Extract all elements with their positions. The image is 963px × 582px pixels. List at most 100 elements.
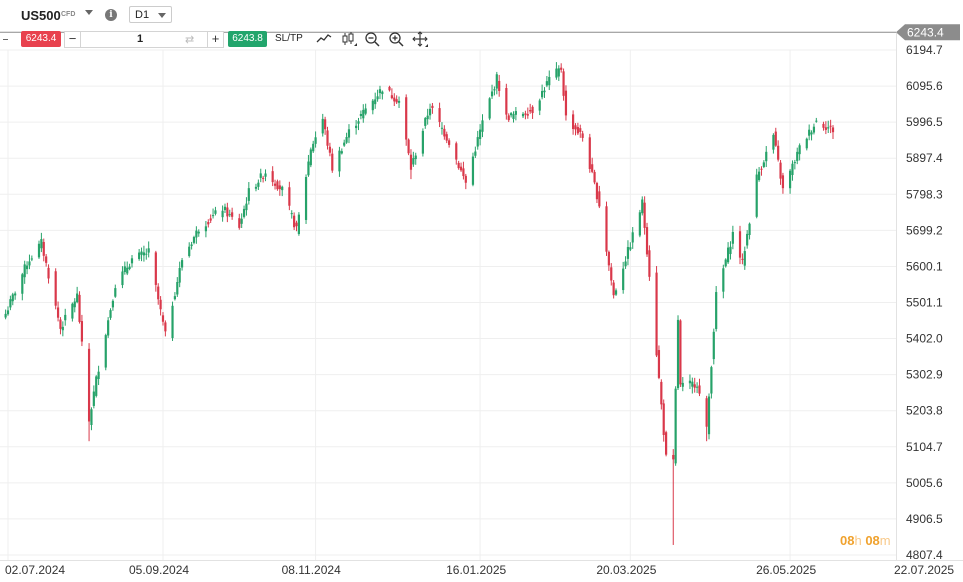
candle-body	[660, 381, 663, 405]
candlestick-icon[interactable]	[340, 30, 358, 48]
candle-body	[688, 380, 692, 384]
candle	[645, 222, 649, 257]
chevron-down-icon	[158, 13, 166, 18]
chevron-down-icon[interactable]	[85, 10, 93, 15]
candle-body	[71, 303, 74, 319]
move-icon[interactable]	[411, 30, 429, 48]
candle-body	[612, 282, 615, 296]
candle	[662, 399, 665, 442]
candle-body	[760, 168, 763, 170]
candle	[71, 302, 74, 322]
increase-quantity-button[interactable]: +	[207, 32, 223, 47]
candle	[426, 108, 429, 125]
candle-body	[145, 253, 148, 255]
zoom-in-icon[interactable]	[387, 30, 405, 48]
candle-body	[681, 382, 684, 387]
candle	[76, 286, 79, 304]
candle	[293, 212, 296, 231]
candle-body	[507, 115, 510, 121]
timeframe-select[interactable]: D1	[129, 6, 172, 23]
candle-body	[593, 171, 596, 183]
candle-body	[262, 177, 265, 179]
candle	[42, 238, 45, 262]
candle-body	[226, 207, 229, 217]
candle-body	[428, 108, 432, 116]
price-tick-label: 5501.1	[906, 295, 943, 309]
candle-body	[457, 162, 460, 169]
candle	[381, 90, 384, 100]
candle-body	[188, 246, 191, 257]
candle	[142, 245, 146, 262]
candle-body	[362, 109, 365, 119]
candle-body	[748, 223, 751, 235]
candle-body	[705, 398, 708, 427]
candle-body	[464, 175, 467, 183]
candle	[831, 125, 835, 139]
candle-body	[738, 231, 742, 258]
candle-body	[664, 432, 668, 455]
sell-button[interactable]: 6243.4	[21, 31, 61, 47]
candle	[664, 430, 668, 457]
candle-body	[80, 321, 84, 342]
candle-body	[510, 113, 513, 116]
candle	[290, 210, 293, 219]
candle-body	[741, 258, 744, 260]
candle-body	[572, 114, 575, 130]
candle-body	[295, 222, 298, 227]
candle-body	[138, 252, 141, 259]
buy-button[interactable]: 6243.8	[228, 31, 267, 47]
candle-body	[588, 137, 591, 169]
sltp-button[interactable]: SL/TP	[275, 33, 303, 44]
candle	[157, 283, 160, 305]
candle-body	[481, 120, 484, 132]
candle	[207, 219, 210, 228]
candle	[123, 261, 126, 275]
candle-body	[529, 110, 532, 112]
candle-body	[374, 99, 377, 105]
candle-body	[726, 247, 730, 263]
date-tick-label: 02.07.2024	[5, 563, 65, 577]
candle-body	[345, 137, 348, 143]
candle-body	[788, 170, 792, 189]
candle	[414, 152, 417, 165]
candle	[693, 377, 696, 393]
date-tick-label: 20.03.2025	[596, 563, 656, 577]
candle-body	[209, 218, 212, 221]
candle	[343, 139, 346, 147]
candle	[87, 343, 91, 442]
symbol-name[interactable]: US500	[21, 8, 61, 23]
candle-body	[214, 210, 217, 214]
candle-body	[524, 113, 527, 115]
line-chart-icon[interactable]	[315, 30, 333, 48]
candle-body	[312, 143, 315, 152]
price-tick-label: 5600.1	[906, 259, 943, 273]
candle	[173, 292, 177, 301]
candle-body	[192, 237, 196, 243]
candle	[545, 76, 548, 88]
candle-body	[314, 137, 317, 144]
decrease-quantity-button[interactable]: −	[65, 32, 81, 47]
quantity-input[interactable]: 1	[136, 33, 144, 45]
candle	[712, 328, 715, 365]
candle-body	[538, 100, 541, 111]
candle	[598, 185, 601, 209]
candle-body	[488, 98, 491, 119]
candle	[328, 142, 331, 157]
candle	[214, 206, 217, 216]
candle	[777, 140, 780, 162]
candle	[97, 365, 100, 386]
candle-body	[495, 74, 498, 89]
swap-icon[interactable]: ⇄	[185, 34, 195, 46]
candle-body	[147, 248, 150, 253]
candle-body	[455, 143, 458, 160]
candle-body	[805, 138, 808, 149]
candle	[605, 201, 608, 256]
info-icon[interactable]: i	[105, 9, 117, 21]
candle-body	[796, 151, 799, 161]
candle	[159, 296, 162, 316]
candle	[145, 248, 148, 260]
candle	[531, 105, 534, 119]
candle-body	[812, 126, 816, 133]
zoom-out-icon[interactable]	[363, 30, 381, 48]
